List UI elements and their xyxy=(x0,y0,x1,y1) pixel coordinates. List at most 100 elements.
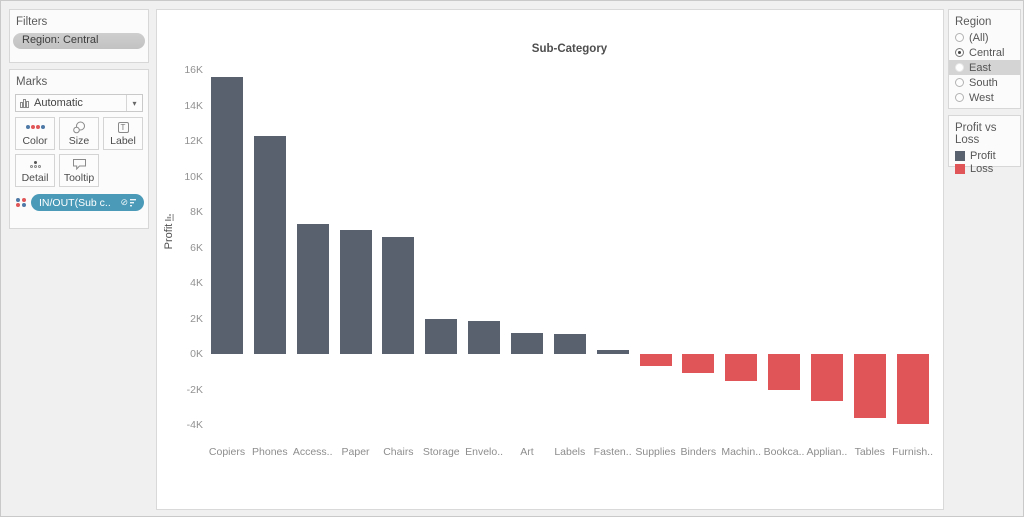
chart-area: Sub-Category Profit 16K 14K 12K 10K 8K 6K 4K 2K… xyxy=(156,9,944,510)
color-shelf-icon xyxy=(16,198,27,207)
size-circles-icon xyxy=(72,121,86,134)
x-axis-label[interactable]: Labels xyxy=(554,446,586,458)
bar[interactable] xyxy=(639,354,672,367)
bar[interactable] xyxy=(853,354,886,418)
x-axis-label[interactable]: Applian.. xyxy=(806,446,848,458)
y-tick-label: 10K xyxy=(184,170,203,183)
detail-dots-icon xyxy=(29,158,41,171)
bar[interactable] xyxy=(382,236,415,354)
x-axis-label[interactable]: Copiers xyxy=(208,446,246,458)
x-axis-label[interactable]: Access.. xyxy=(292,446,333,458)
y-tick-label: 2K xyxy=(190,312,203,325)
legend-swatch xyxy=(955,163,965,174)
marks-card: Marks Automatic ▾ Color Size T Label xyxy=(9,69,149,229)
radio-icon[interactable] xyxy=(955,48,964,57)
bar[interactable] xyxy=(725,354,758,381)
bar[interactable] xyxy=(296,224,329,354)
text-label-icon: T xyxy=(117,121,129,134)
mark-type-dropdown[interactable]: Automatic ▾ xyxy=(15,94,143,112)
y-tick-label: 6K xyxy=(190,241,203,254)
x-axis-label[interactable]: Chairs xyxy=(383,446,414,458)
tooltip-bubble-icon xyxy=(72,158,87,171)
y-tick-label: 8K xyxy=(190,206,203,218)
region-filter-pill[interactable]: Region: Central xyxy=(13,33,145,49)
x-axis-label[interactable]: Supplies xyxy=(635,446,676,458)
legend-entry-label: Loss xyxy=(970,162,994,175)
region-option-south[interactable]: South xyxy=(949,75,1020,90)
mark-type-value: Automatic xyxy=(34,97,83,109)
region-option-label: East xyxy=(969,61,992,74)
sort-descending-icon xyxy=(130,199,136,207)
legend-title: Profit vs Loss xyxy=(955,122,997,146)
y-tick-label: -4K xyxy=(186,419,203,431)
filters-card: Filters Region: Central xyxy=(9,9,149,63)
x-axis-label[interactable]: Tables xyxy=(854,446,885,458)
bar[interactable] xyxy=(425,318,458,354)
x-axis-label[interactable]: Art xyxy=(520,446,534,458)
legend-entry-profit[interactable]: Profit xyxy=(949,149,1020,162)
region-options-list: (All) Central East South West xyxy=(949,30,1020,105)
bar[interactable] xyxy=(468,321,501,354)
bar[interactable] xyxy=(682,354,715,373)
region-option-west[interactable]: West xyxy=(949,90,1020,105)
tooltip-button-label: Tooltip xyxy=(63,171,95,184)
region-option-central[interactable]: Central xyxy=(949,45,1020,60)
color-dots-icon xyxy=(25,121,45,134)
bar[interactable] xyxy=(339,229,372,354)
size-button-label: Size xyxy=(68,134,90,147)
bar[interactable] xyxy=(768,354,801,390)
region-option-label: West xyxy=(969,91,994,104)
x-axis-label[interactable]: Phones xyxy=(252,446,288,458)
legend-entries: Profit Loss xyxy=(949,149,1020,175)
bar[interactable] xyxy=(510,332,543,354)
profit-loss-legend: Profit vs Loss Profit Loss xyxy=(948,115,1021,175)
bar[interactable] xyxy=(596,349,629,354)
bar[interactable] xyxy=(553,334,586,354)
x-axis-label[interactable]: Bookca.. xyxy=(763,446,805,458)
y-tick-label: 12K xyxy=(184,135,203,147)
region-panel-title: Region xyxy=(955,16,992,28)
region-option-east[interactable]: East xyxy=(949,60,1020,75)
color-button-label: Color xyxy=(22,134,48,147)
marks-card-title: Marks xyxy=(16,76,48,88)
region-option-label: Central xyxy=(969,46,1005,59)
bar[interactable] xyxy=(810,354,843,402)
detail-button[interactable]: Detail xyxy=(15,154,55,187)
bar[interactable] xyxy=(211,77,243,354)
y-axis-label[interactable]: Profit xyxy=(163,191,175,271)
x-axis-label[interactable]: Storage xyxy=(422,446,460,458)
radio-icon[interactable] xyxy=(955,63,964,72)
filters-card-title: Filters xyxy=(16,16,48,28)
combined-field-icon: ⊘ xyxy=(120,197,128,207)
legend-entry-loss[interactable]: Loss xyxy=(949,162,1020,175)
region-option-all[interactable]: (All) xyxy=(949,30,1020,45)
chevron-down-icon[interactable]: ▾ xyxy=(126,95,142,111)
chart-title: Sub-Category xyxy=(531,43,608,55)
bar[interactable] xyxy=(253,135,286,354)
x-axis-label[interactable]: Fasten.. xyxy=(593,446,632,458)
y-tick-label: 14K xyxy=(184,99,203,112)
region-filter-panel: Region (All) Central East South West xyxy=(948,9,1021,109)
legend-swatch xyxy=(955,150,965,161)
x-axis-label[interactable]: Binders xyxy=(680,446,717,458)
radio-icon[interactable] xyxy=(955,78,964,87)
x-axis-label[interactable]: Machin.. xyxy=(721,446,762,458)
y-tick-label: 16K xyxy=(184,64,203,76)
size-button[interactable]: Size xyxy=(59,117,99,150)
radio-icon[interactable] xyxy=(955,93,964,102)
x-axis-label[interactable]: Paper xyxy=(341,446,370,458)
pill-label: IN/OUT(Sub c.. xyxy=(39,196,111,209)
y-tick-label: 0K xyxy=(190,348,203,360)
tooltip-button[interactable]: Tooltip xyxy=(59,154,99,187)
y-tick-label: -2K xyxy=(186,383,203,396)
inout-subcategory-pill[interactable]: IN/OUT(Sub c.. ⊘ xyxy=(31,194,144,211)
label-button-label: Label xyxy=(110,134,136,147)
x-axis-label[interactable]: Envelo.. xyxy=(465,446,504,458)
x-axis-label[interactable]: Furnish.. xyxy=(892,446,934,458)
detail-button-label: Detail xyxy=(21,171,49,184)
bar[interactable] xyxy=(896,354,929,425)
radio-icon[interactable] xyxy=(955,33,964,42)
label-button[interactable]: T Label xyxy=(103,117,143,150)
color-button[interactable]: Color xyxy=(15,117,55,150)
